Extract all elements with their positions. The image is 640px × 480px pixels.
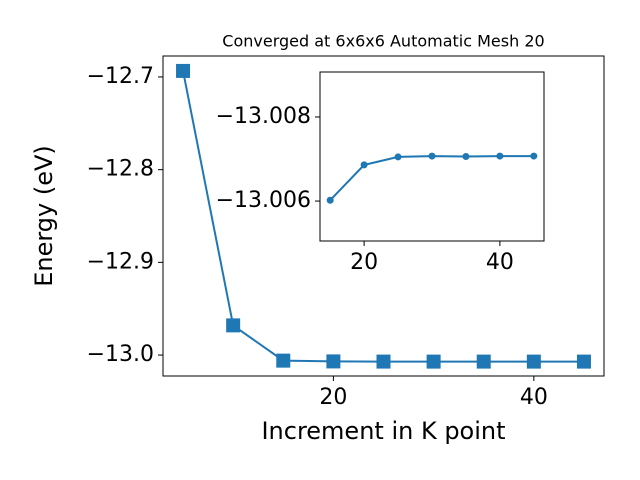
y-tick-label: −12.9 [87,249,154,274]
data-point [426,354,441,369]
data-point [226,318,241,333]
y-tick-label: −13.006 [216,188,311,213]
chart-title: Converged at 6x6x6 Automatic Mesh 20 [222,32,544,51]
data-point [326,196,334,204]
data-point [496,152,504,160]
x-tick-label: 40 [520,385,548,410]
axes-frame [162,55,605,377]
x-tick-label: 20 [350,250,378,275]
axes-frame [319,71,545,242]
data-point [360,161,368,169]
data-point [530,152,538,160]
y-axis-label: Energy (eV) [30,145,58,287]
data-point [428,152,436,160]
data-point [476,354,491,369]
data-point [326,354,341,369]
y-tick-label: −12.7 [87,64,154,89]
x-tick-label: 20 [319,385,347,410]
data-point [576,354,591,369]
data-point [276,353,291,368]
data-point [462,153,470,160]
y-tick-label: −13.008 [216,104,311,129]
data-point [394,153,402,161]
y-tick-label: −12.8 [87,157,154,182]
x-tick-label: 40 [486,250,514,275]
data-point [376,354,391,369]
data-point [526,354,541,369]
x-axis-label: Increment in K point [261,417,505,445]
y-tick-label: −13.0 [87,342,154,367]
data-point [176,63,191,78]
